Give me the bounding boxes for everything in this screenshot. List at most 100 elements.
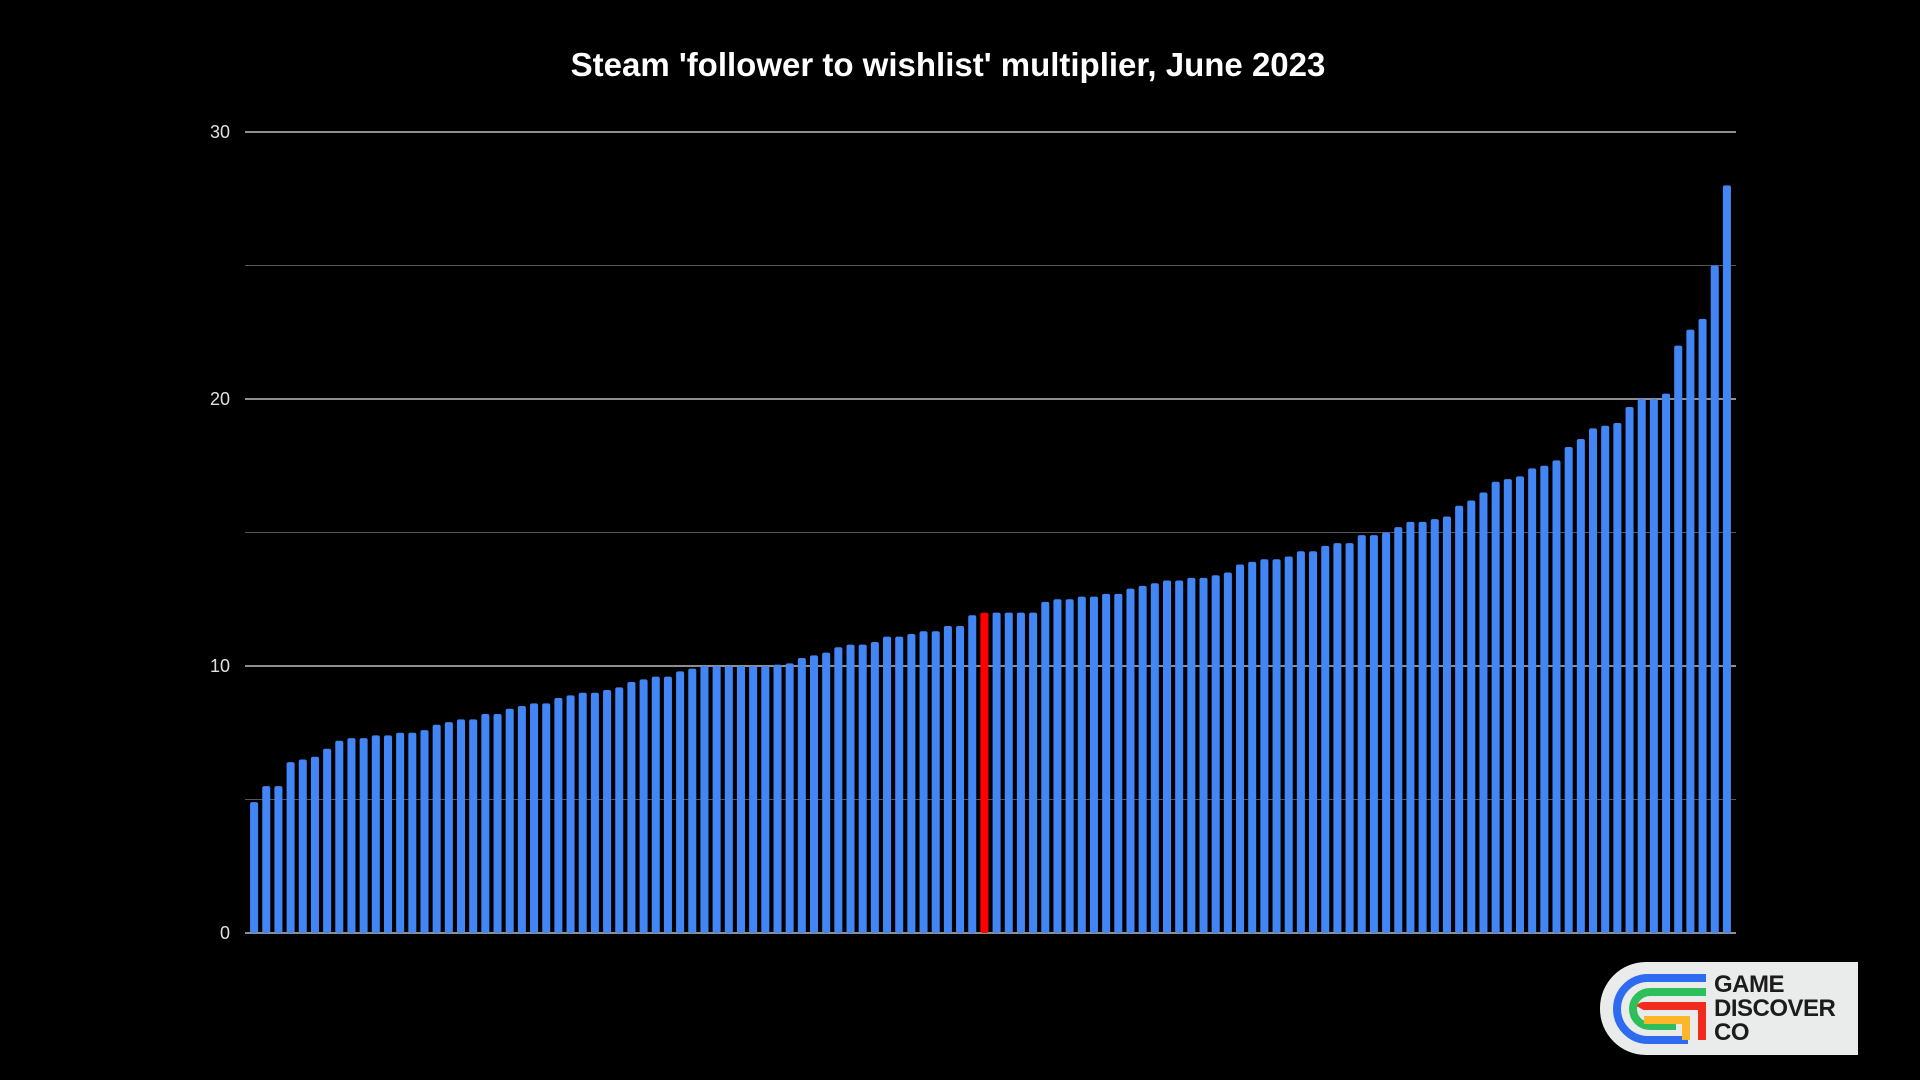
bar [323,748,332,933]
bar [420,730,429,933]
bar [895,636,904,933]
bar [736,666,745,933]
bar [1223,572,1232,933]
y-tick-label: 30 [210,122,230,142]
bar [1625,407,1634,933]
bar [846,644,855,933]
bar [785,663,794,933]
logo-line: CO [1714,1019,1750,1046]
bar [712,666,721,933]
bar [1065,599,1074,933]
bar-highlighted [980,612,989,933]
bar [1016,612,1025,933]
bar [639,679,648,933]
bar [1077,596,1086,933]
bar [359,738,368,933]
bar [530,703,539,933]
bar [1175,580,1184,933]
bar [1321,545,1330,933]
bar [870,641,879,933]
bar [1272,559,1281,933]
bar [1601,425,1610,933]
bar [1710,265,1719,933]
bar [1662,393,1671,933]
bar [1004,612,1013,933]
bar [809,655,819,933]
bar [1333,543,1342,933]
bar [773,664,782,933]
bar [931,631,940,933]
bar [1199,577,1208,933]
bar [651,676,660,933]
bar [481,714,490,933]
bar [1589,428,1598,933]
bar [1236,564,1245,933]
bar [1138,585,1147,933]
y-tick-label: 20 [210,389,230,409]
bar [1369,535,1378,933]
bar [1248,561,1257,933]
bar [676,671,685,933]
bar [250,802,259,933]
bar [578,692,587,933]
bar [1540,465,1549,933]
bar [749,666,758,933]
bar [907,633,916,933]
bar [1345,543,1354,933]
bar [1126,588,1135,933]
bar [663,676,672,933]
bar [1430,519,1439,933]
bar [1053,599,1062,933]
bar [968,615,977,933]
bar [1296,551,1305,933]
bar [834,647,843,933]
bar [566,695,575,933]
bar [700,666,709,933]
bar [371,735,380,933]
bar [883,636,892,933]
bar [1503,479,1512,933]
bar [761,666,770,933]
bar [432,724,441,933]
bar [1479,492,1488,933]
bar [1613,423,1622,933]
logo-line: DISCOVER [1714,995,1836,1022]
bar [1442,516,1451,933]
bar [1382,532,1391,933]
bar [1211,575,1220,933]
bar [1637,399,1646,933]
bar [347,738,356,933]
bar [493,714,502,933]
bar [822,652,831,933]
bar [335,740,344,933]
bar [590,692,599,933]
bar [1029,612,1038,933]
bar [517,706,526,933]
bar [1406,521,1415,933]
bar [1649,399,1658,933]
bar [1698,318,1707,933]
game-discover-co-logo: GAME DISCOVER CO [1600,962,1858,1055]
bar [1576,439,1585,933]
bar [1102,593,1111,933]
bar [1357,535,1366,933]
bar [1455,505,1464,933]
bar [615,687,624,933]
bar [627,682,636,933]
bar [992,612,1001,933]
y-tick-label: 10 [210,656,230,676]
bar [1150,583,1159,933]
bar [286,762,295,933]
bar [262,786,271,933]
bar [456,719,466,933]
bar [1418,521,1427,933]
bar [1467,500,1476,933]
bar [1162,580,1172,933]
bar [383,735,392,933]
bar [469,719,478,933]
bar [444,722,453,933]
y-tick-label: 0 [220,923,230,943]
bar [554,698,563,933]
bar [298,759,307,933]
